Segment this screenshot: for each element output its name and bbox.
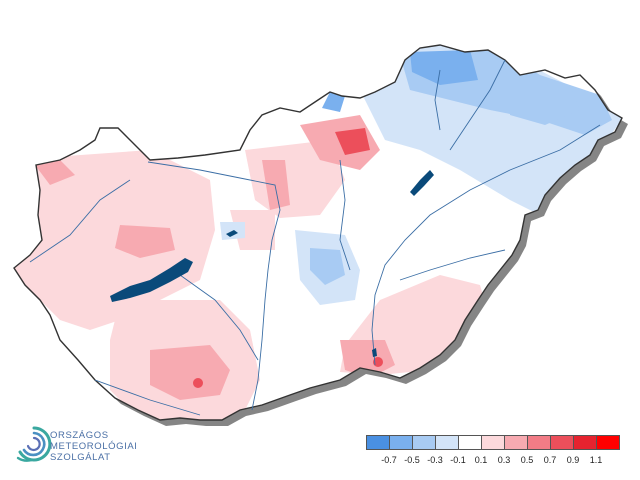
river-tisza: [371, 124, 601, 366]
river-raba: [29, 179, 131, 263]
river-danube: [147, 161, 281, 411]
legend-swatch: [527, 435, 551, 450]
legend-tick-label: -0.1: [450, 455, 466, 465]
omsz-logo-text: ORSZÁGOS METEOROLÓGIAI SZOLGÁLAT: [50, 430, 138, 463]
lake-velence: [226, 230, 238, 237]
legend-tick-label: 0.9: [566, 455, 580, 465]
legend-tick-label: 0.7: [543, 455, 557, 465]
logo-line-1: ORSZÁGOS: [50, 430, 109, 441]
spiral-logo-icon: [16, 426, 52, 462]
river-koros: [399, 249, 506, 281]
legend-swatch: [504, 435, 528, 450]
legend-ticks: -0.7 -0.5 -0.3 -0.1 0.1 0.3 0.5 0.7 0.9 1.1: [366, 455, 634, 467]
legend-swatch: [389, 435, 413, 450]
logo-line-3: SZOLGÁLAT: [50, 452, 111, 463]
legend-swatch: [412, 435, 436, 450]
legend-swatches: [366, 435, 620, 450]
country-border: [13, 44, 623, 421]
river-sio: [179, 274, 259, 361]
legend-tick-label: -0.5: [404, 455, 420, 465]
legend-swatch: [596, 435, 620, 450]
lake-south: [372, 348, 377, 357]
color-legend: -0.7 -0.5 -0.3 -0.1 0.1 0.3 0.5 0.7 0.9 1.1: [366, 435, 634, 469]
legend-tick-label: -0.3: [427, 455, 443, 465]
legend-swatch: [458, 435, 482, 450]
river-sajo: [434, 69, 441, 131]
legend-swatch: [550, 435, 574, 450]
legend-tick-label: 0.3: [497, 455, 511, 465]
river-drava: [94, 379, 201, 416]
legend-tick-label: -0.7: [381, 455, 397, 465]
legend-tick-label: 1.1: [589, 455, 603, 465]
rivers: [29, 59, 601, 416]
lake-balaton: [110, 258, 193, 302]
omsz-logo: [8, 420, 168, 470]
legend-tick-label: 0.5: [520, 455, 534, 465]
lake-tisza: [410, 170, 434, 196]
legend-swatch: [573, 435, 597, 450]
legend-swatch: [481, 435, 505, 450]
legend-swatch: [435, 435, 459, 450]
legend-tick-label: 0.1: [474, 455, 488, 465]
river-hernad: [449, 59, 506, 151]
logo-line-2: METEOROLÓGIAI: [50, 441, 138, 452]
river-zagyva: [339, 159, 351, 271]
legend-swatch: [366, 435, 390, 450]
